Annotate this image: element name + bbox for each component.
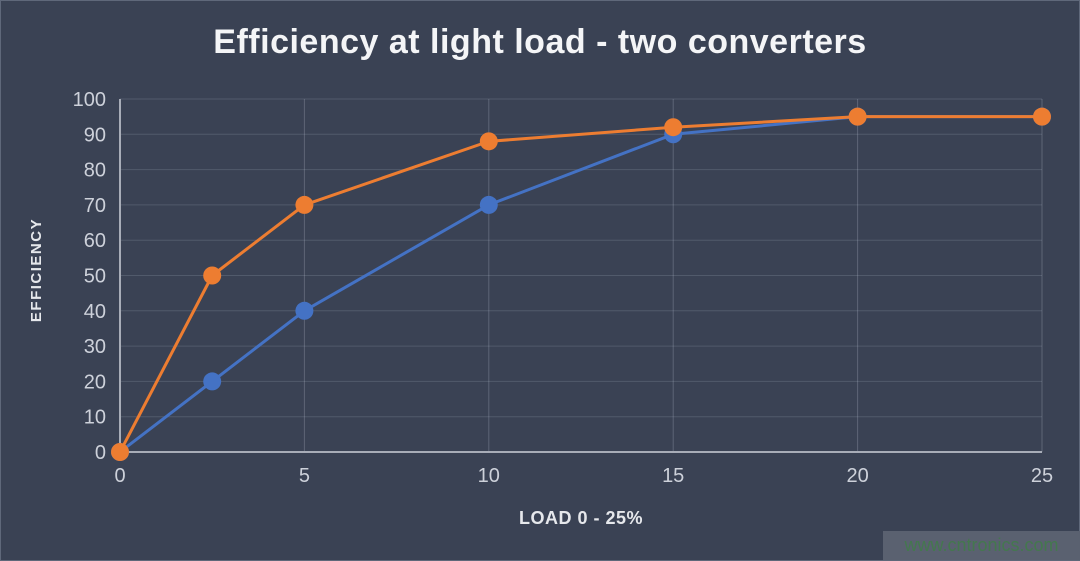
x-axis-title: LOAD 0 - 25% (519, 508, 643, 528)
orange-converter-marker (1033, 107, 1051, 126)
x-tick-label: 15 (662, 465, 684, 487)
axes (119, 99, 1042, 453)
watermark: www.cntronics.com (883, 531, 1080, 560)
gridlines (120, 98, 1043, 452)
blue-converter-marker (203, 372, 222, 391)
x-tick-label: 5 (299, 465, 310, 487)
x-tick-label: 0 (114, 465, 125, 487)
orange-converter-marker (848, 107, 867, 126)
y-tick-label: 70 (84, 195, 106, 217)
y-tick-label: 50 (84, 266, 106, 288)
blue-converter-marker (295, 301, 314, 320)
y-tick-label: 20 (84, 371, 106, 393)
y-tick-label: 90 (84, 124, 106, 146)
tick-labels: 0 10 20 30 40 50 60 70 80 90 100 0 5 10 15 20 25 (73, 89, 1054, 487)
blue-converter-marker (479, 195, 498, 214)
chart-title: Efficiency at light load - two converter… (213, 23, 867, 61)
orange-converter-line (118, 115, 1044, 454)
blue-converter-line (118, 115, 1044, 454)
y-axis-title: EFFICIENCY (28, 218, 45, 322)
y-tick-label: 30 (84, 336, 106, 358)
x-tick-label: 25 (1031, 465, 1053, 487)
orange-converter-marker (295, 195, 314, 214)
y-tick-label: 0 (95, 442, 106, 464)
orange-converter-marker (479, 132, 498, 151)
x-tick-label: 10 (478, 465, 500, 487)
orange-converter-marker (664, 118, 683, 137)
orange-converter-marker (203, 266, 222, 285)
y-tick-label: 40 (84, 301, 106, 323)
y-tick-label: 80 (84, 160, 106, 182)
series-lines (111, 107, 1051, 461)
y-tick-label: 10 (84, 407, 106, 429)
x-tick-label: 20 (846, 465, 868, 487)
y-tick-label: 100 (73, 89, 106, 111)
y-tick-label: 60 (84, 230, 106, 252)
orange-converter-marker (111, 443, 129, 461)
